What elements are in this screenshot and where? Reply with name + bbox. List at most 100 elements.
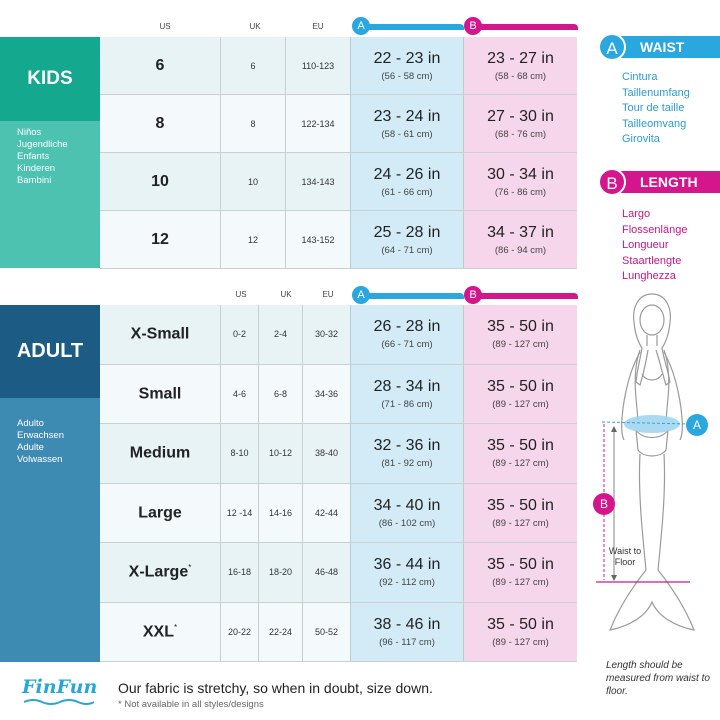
length-legend-marker: B [598,168,626,196]
uk-size-cell: 6-8 [258,364,302,423]
length-cm: (89 - 127 cm) [492,339,549,351]
kids-col-us: US [159,22,171,31]
waist-translation: Tour de taille [622,102,685,114]
adult-col-uk: UK [280,290,292,299]
waist-cell: 23 - 24 in (58 - 61 cm) [350,95,463,152]
length-inches: 23 - 27 in [487,49,554,67]
us-size-cell: 16-18 [220,543,258,602]
length-cell: 35 - 50 in (89 - 127 cm) [463,483,577,542]
uk-size-cell: 14-16 [258,483,302,542]
size-label: X-Large [128,563,189,581]
waist-cell: 36 - 44 in (92 - 112 cm) [350,543,463,602]
length-translation: Longueur [622,239,669,251]
waist-cm: (86 - 102 cm) [378,517,436,529]
uk-size-cell: 12 [220,211,285,268]
size-cell: Medium [100,424,220,483]
us-size-cell: 4-6 [220,364,258,423]
length-legend-title: LENGTH [612,171,720,193]
length-cm: (89 - 127 cm) [492,517,549,529]
size-cell: 12 [100,211,220,268]
size-label: 8 [155,114,165,132]
us-size-cell: 12 -14 [220,483,258,542]
kids-label: KIDS [0,37,100,121]
size-cell: XXL* [100,603,220,662]
waist-legend-title: WAIST [612,36,720,58]
us-size-cell: 8-10 [220,424,258,483]
length-inches: 35 - 50 in [487,437,554,455]
kids-translation: Enfants [17,151,50,162]
waist-a-marker: A [352,286,370,304]
adult-translations: Adulto Erwachsen Adulte Volwassen [0,398,100,662]
waist-legend-list: Cintura Taillenumfang Tour de taille Tai… [622,70,690,148]
table-row: XXL* 20-22 22-24 50-52 38 - 46 in (96 - 117… [100,602,577,662]
eu-size-cell: 38-40 [302,424,350,483]
uk-size-cell: 10-12 [258,424,302,483]
logo-wave-icon [24,699,94,705]
uk-size-cell: 6 [220,37,285,94]
kids-translation: Bambini [17,175,52,186]
length-cell: 35 - 50 in (89 - 127 cm) [463,543,577,602]
length-cm: (89 - 127 cm) [492,577,549,589]
waist-cm: (96 - 117 cm) [379,636,435,648]
figure-length-marker: B [593,493,615,515]
measurement-caption: Length should be measured from waist to … [606,660,710,697]
length-cm: (68 - 76 cm) [494,128,547,140]
length-cell: 23 - 27 in (58 - 68 cm) [463,37,577,94]
waist-cm: (92 - 112 cm) [379,577,435,589]
size-cell: 6 [100,37,220,94]
length-inches: 35 - 50 in [487,615,554,633]
eu-size-cell: 143-152 [285,211,350,268]
kids-translation: Niños [17,127,42,138]
availability-note: * Not available in all styles/designs [118,699,264,710]
table-row: X-Large* 16-18 18-20 46-48 36 - 44 in (92 -… [100,543,577,603]
waist-cell: 38 - 46 in (96 - 117 cm) [350,602,463,661]
kids-translation: Kinderen [17,163,56,174]
length-cell: 30 - 34 in (76 - 86 cm) [463,153,577,210]
size-cell: Small [100,365,220,424]
length-inches: 30 - 34 in [487,165,554,183]
adult-label: ADULT [0,305,100,398]
waist-cell: 24 - 26 in (61 - 66 cm) [350,153,463,210]
size-label: Large [138,503,182,521]
uk-size-cell: 18-20 [258,543,302,602]
adult-translation: Volwassen [17,454,63,465]
adult-col-us: US [235,290,247,299]
length-translation: Largo [622,208,651,220]
waist-translation: Tailleomvang [622,117,687,130]
length-inches: 35 - 50 in [487,496,554,514]
waist-cm: (71 - 86 cm) [381,398,433,410]
size-asterisk: * [188,563,192,573]
uk-size-cell: 22-24 [258,602,302,661]
length-cm: (89 - 127 cm) [492,636,549,648]
sizing-note: Our fabric is stretchy, so when in doubt… [118,680,433,696]
waist-inches: 22 - 23 in [373,49,441,67]
waist-cm: (64 - 71 cm) [381,244,433,256]
kids-col-uk: UK [249,22,261,31]
eu-size-cell: 122-134 [285,95,350,152]
waist-inches: 32 - 36 in [373,437,441,455]
length-cm: (76 - 86 cm) [494,186,547,198]
us-size-cell: 0-2 [220,305,258,364]
mermaid-figure-illustration [596,293,695,631]
size-cell: X-Large* [100,543,220,602]
table-row: Large 12 -14 14-16 42-44 34 - 40 in (86 - 1… [100,483,577,543]
length-cm: (86 - 94 cm) [494,244,547,256]
waist-inches: 36 - 44 in [373,556,441,574]
length-cell: 35 - 50 in (89 - 127 cm) [463,364,577,423]
figure-waist-marker: A [686,414,708,436]
size-cell: X-Small [100,305,220,364]
size-label: 10 [151,172,169,190]
waist-cell: 25 - 28 in (64 - 71 cm) [350,211,463,268]
size-label: 12 [151,230,169,248]
size-cell: 10 [100,153,220,210]
waist-inches: 26 - 28 in [373,318,441,336]
waist-cell: 32 - 36 in (81 - 92 cm) [350,424,463,483]
length-inches: 35 - 50 in [487,318,554,336]
length-cm: (58 - 68 cm) [494,70,547,82]
length-translation: Flossenlänge [622,223,688,236]
size-label: Small [138,384,182,402]
length-cell: 27 - 30 in (68 - 76 cm) [463,95,577,152]
waist-cm: (66 - 71 cm) [381,339,433,351]
eu-size-cell: 50-52 [302,602,350,661]
table-row: 666110-123 22 - 23 in (56 - 58 cm) 23 - … [100,37,577,95]
